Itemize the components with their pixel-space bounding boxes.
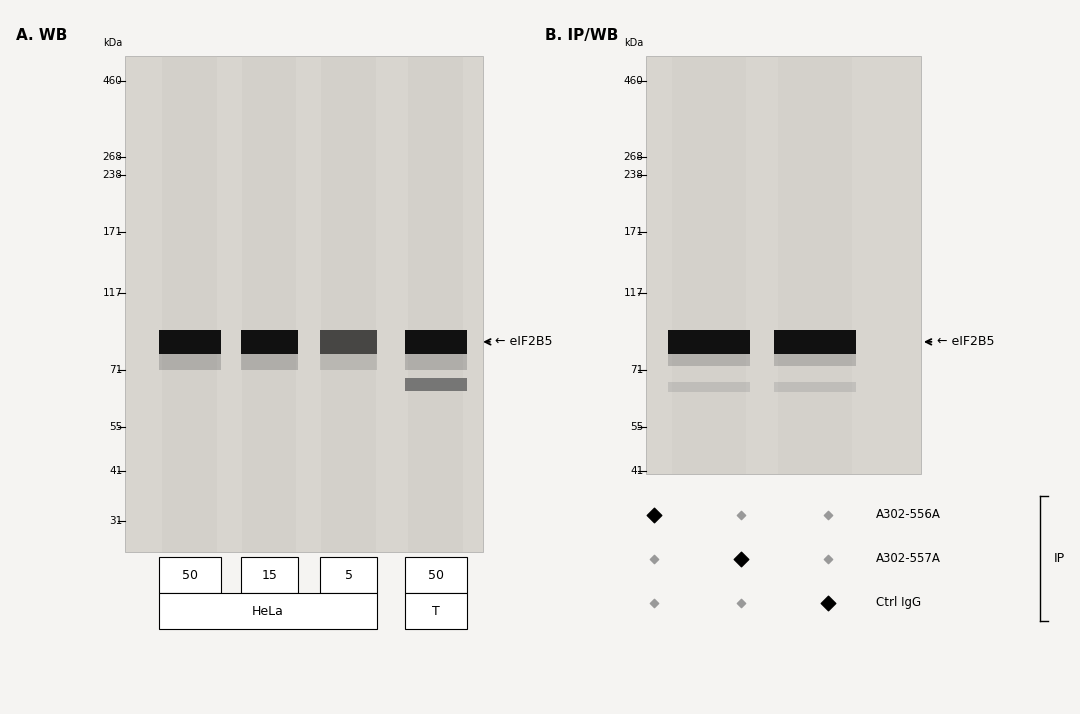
Text: B. IP/WB: B. IP/WB [545,28,619,43]
Text: 238: 238 [623,171,644,181]
Text: 460: 460 [103,76,123,86]
Text: 50: 50 [428,569,444,582]
Bar [646,56,921,474]
Text: 41: 41 [109,466,123,476]
Bar [159,558,220,593]
Text: 15: 15 [261,569,278,582]
Bar [774,330,856,354]
Text: T: T [432,605,440,618]
Point [645,553,662,564]
Point [820,509,837,521]
Bar [405,330,467,354]
Point [645,509,662,521]
Text: 55: 55 [630,422,644,432]
Text: ← eIF2B5: ← eIF2B5 [495,336,553,348]
Text: 50: 50 [181,569,198,582]
Text: 5: 5 [345,569,353,582]
Bar [162,56,217,553]
Bar [241,330,298,354]
Bar [405,593,467,629]
Text: 71: 71 [630,365,644,375]
Text: 117: 117 [623,288,644,298]
Text: 268: 268 [623,151,644,161]
Bar [405,354,467,370]
Point [732,553,750,564]
Text: 171: 171 [103,227,123,237]
Bar [669,383,751,392]
Bar [778,56,852,474]
Text: 31: 31 [109,516,123,526]
Point [732,597,750,608]
Bar [672,56,746,474]
Bar [242,56,296,553]
Text: ← eIF2B5: ← eIF2B5 [937,336,995,348]
Text: 71: 71 [109,365,123,375]
Text: 41: 41 [630,466,644,476]
Text: Ctrl IgG: Ctrl IgG [876,596,921,609]
Text: 238: 238 [103,171,123,181]
Text: 55: 55 [109,422,123,432]
Bar [125,56,483,553]
Text: 171: 171 [623,227,644,237]
Text: A302-557A: A302-557A [876,552,941,565]
Text: kDa: kDa [104,39,123,49]
Text: kDa: kDa [624,39,644,49]
Bar [159,593,377,629]
Bar [408,56,463,553]
Bar [669,354,751,366]
Bar [320,558,377,593]
Text: A302-556A: A302-556A [876,508,941,521]
Point [645,597,662,608]
Point [820,597,837,608]
Text: IP: IP [1053,552,1065,565]
Bar [241,354,298,370]
Bar [669,330,751,354]
Bar [320,354,377,370]
Bar [241,558,298,593]
Bar [405,558,467,593]
Text: 117: 117 [103,288,123,298]
Bar [159,354,220,370]
Text: A. WB: A. WB [16,28,67,43]
Point [820,553,837,564]
Text: 268: 268 [103,151,123,161]
Bar [774,354,856,366]
Bar [774,383,856,392]
Bar [320,330,377,354]
Bar [405,378,467,391]
Bar [322,56,376,553]
Point [732,509,750,521]
Text: HeLa: HeLa [252,605,284,618]
Text: 460: 460 [623,76,644,86]
Bar [159,330,220,354]
